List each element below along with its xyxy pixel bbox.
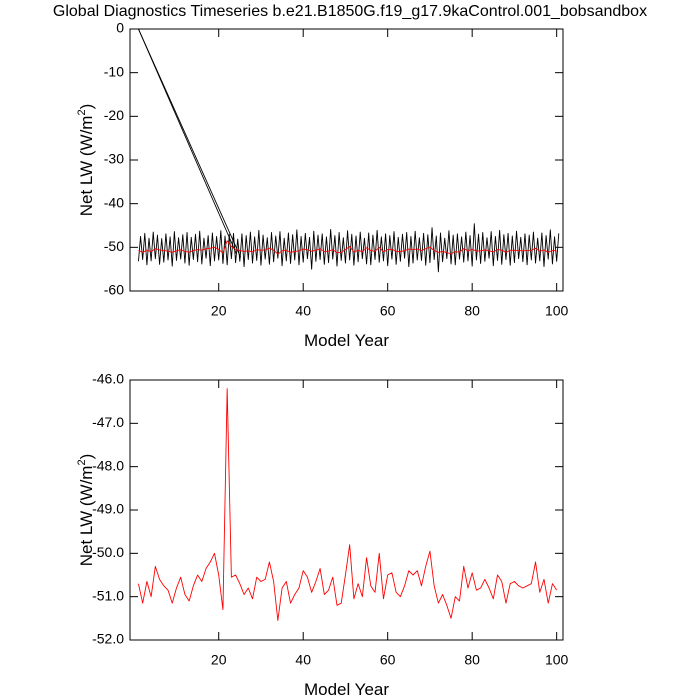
y-tick-label: -49.0 [92,501,124,517]
x-tick-label: 60 [380,303,396,319]
x-tick-label: 80 [464,652,480,668]
y-tick-label: -47.0 [92,414,124,430]
x-tick-label: 100 [545,652,569,668]
y-tick-label: -50 [104,238,124,254]
y-axis-title: Net LW (W/m2) [76,454,96,567]
x-tick-label: 80 [464,303,480,319]
y-tick-label: -48.0 [92,457,124,473]
y-tick-label: -51.0 [92,587,124,603]
x-axis-title: Model Year [304,680,389,699]
y-axis-title-part: ) [77,454,96,460]
x-tick-label: 20 [211,652,227,668]
y-tick-label: -30 [104,151,124,167]
y-axis-title-part: 2 [76,459,88,465]
y-axis-title-part: Net LW (W/m [77,116,96,217]
x-tick-label: 40 [295,652,311,668]
series-line [138,388,558,621]
x-tick-label: 60 [380,652,396,668]
y-tick-label: -10 [104,63,124,79]
y-axis-title-part: 2 [76,109,88,115]
x-tick-label: 40 [295,303,311,319]
plot-frame [129,379,564,641]
y-axis-title-part: Net LW (W/m [77,466,96,567]
plot-area [138,388,558,621]
y-tick-label: -46.0 [92,371,124,387]
y-tick-label: -40 [104,194,124,210]
y-axis-title: Net LW (W/m2) [76,104,96,217]
y-tick-label: -60 [104,282,124,298]
y-tick-label: -50.0 [92,544,124,560]
y-tick-label: 0 [116,20,124,36]
series-line [138,240,557,255]
x-tick-label: 20 [211,303,227,319]
chart-title: Global Diagnostics Timeseries b.e21.B185… [53,3,647,20]
x-tick-label: 100 [545,303,569,319]
panel: -46.0 -47.0 -48.0 -49.0 -50.0 -51.0 -52.0 20 40 6… [76,371,569,699]
y-axis-title-part: ) [77,104,96,110]
series-line [138,29,242,258]
y-tick-label: -52.0 [92,631,124,647]
panel: Global Diagnostics Timeseries b.e21.B185… [53,3,647,350]
series-line [138,223,560,273]
plot-area [138,29,560,273]
y-tick-label: -20 [104,107,124,123]
x-axis-title: Model Year [304,331,389,350]
